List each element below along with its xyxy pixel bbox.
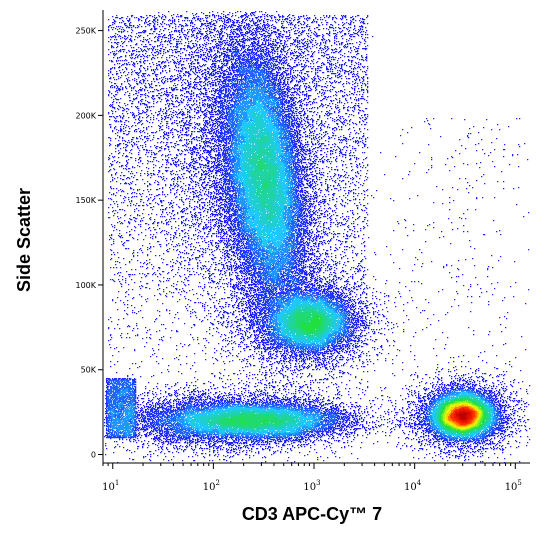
plot-area: [103, 10, 531, 464]
x-tick-label: 101: [102, 479, 119, 493]
y-tick-label: 0: [91, 451, 96, 460]
y-tick-label: 150K: [75, 196, 96, 205]
density-points-level-18: [454, 408, 473, 424]
x-tick-label: 103: [303, 479, 320, 493]
density-scatter: [104, 11, 531, 464]
density-points-level-19: [456, 410, 471, 422]
density-points-level-1: [105, 11, 531, 464]
x-tick-label: 104: [404, 479, 422, 493]
y-tick-label: 250K: [75, 27, 96, 36]
x-axis: 101 102 103 104 105: [102, 462, 530, 493]
density-points-level-20: [458, 412, 468, 420]
y-axis-title: Side Scatter: [14, 188, 34, 292]
x-tick-label: 105: [505, 479, 522, 493]
y-ticks: 0 50K 100K 150K 200K 250K: [75, 27, 103, 460]
density-points-level-17: [450, 407, 476, 426]
density-points-level-2: [108, 12, 527, 460]
y-axis: 0 50K 100K 150K 200K 250K: [75, 10, 104, 463]
x-ticks: 101 102 103 104 105: [102, 463, 522, 493]
y-tick-label: 100K: [75, 281, 96, 290]
x-axis-title: CD3 APC-Cy™ 7: [242, 504, 382, 524]
y-tick-label: 200K: [75, 111, 96, 120]
x-tick-label: 102: [203, 479, 220, 493]
y-tick-label: 50K: [81, 366, 97, 375]
